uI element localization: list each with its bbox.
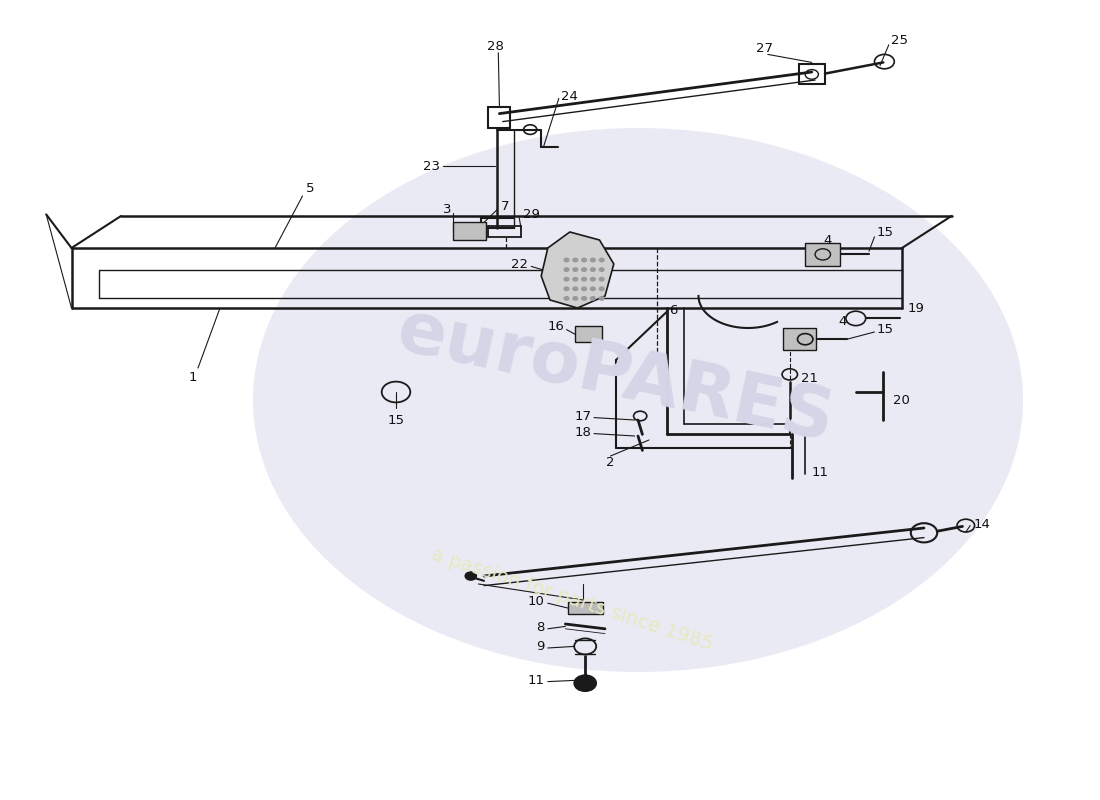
Circle shape — [564, 278, 569, 281]
Text: 14: 14 — [974, 518, 990, 530]
Text: 25: 25 — [891, 34, 908, 46]
Circle shape — [574, 675, 596, 691]
FancyBboxPatch shape — [575, 326, 602, 342]
Circle shape — [582, 268, 586, 271]
Text: 15: 15 — [387, 414, 405, 426]
Text: 17: 17 — [575, 410, 592, 422]
Text: a passion for parts since 1985: a passion for parts since 1985 — [429, 546, 715, 654]
Text: 4: 4 — [838, 315, 847, 328]
Circle shape — [600, 287, 604, 290]
Text: 9: 9 — [536, 640, 544, 653]
Text: 15: 15 — [877, 323, 893, 336]
Circle shape — [582, 278, 586, 281]
FancyBboxPatch shape — [453, 222, 486, 240]
Circle shape — [591, 287, 595, 290]
Circle shape — [573, 297, 578, 300]
Circle shape — [573, 258, 578, 262]
Text: 2: 2 — [606, 456, 615, 469]
Text: 10: 10 — [528, 595, 544, 608]
Text: euroPARES: euroPARES — [392, 296, 840, 456]
Text: 19: 19 — [908, 302, 924, 314]
Circle shape — [582, 297, 586, 300]
Text: 28: 28 — [486, 40, 504, 53]
Text: 22: 22 — [512, 258, 528, 270]
Text: 21: 21 — [801, 372, 817, 385]
Text: 7: 7 — [500, 200, 509, 213]
Text: 3: 3 — [442, 203, 451, 216]
Text: 24: 24 — [561, 90, 578, 102]
Text: 8: 8 — [536, 621, 544, 634]
Circle shape — [564, 258, 569, 262]
Text: 11: 11 — [812, 466, 828, 478]
Circle shape — [465, 572, 476, 580]
Circle shape — [591, 278, 595, 281]
Text: 27: 27 — [756, 42, 773, 54]
Text: 29: 29 — [522, 208, 539, 221]
Text: 16: 16 — [548, 320, 564, 333]
Text: 23: 23 — [424, 160, 440, 173]
FancyBboxPatch shape — [805, 243, 840, 266]
Circle shape — [582, 258, 586, 262]
Circle shape — [582, 287, 586, 290]
Circle shape — [564, 268, 569, 271]
Text: 18: 18 — [575, 426, 592, 438]
FancyBboxPatch shape — [568, 602, 603, 614]
Circle shape — [564, 287, 569, 290]
Text: 5: 5 — [306, 182, 315, 194]
Text: 4: 4 — [823, 234, 832, 246]
Circle shape — [600, 278, 604, 281]
FancyBboxPatch shape — [783, 328, 816, 350]
Text: 6: 6 — [669, 304, 678, 317]
Circle shape — [600, 297, 604, 300]
Ellipse shape — [253, 128, 1023, 672]
Text: 20: 20 — [893, 394, 910, 406]
Circle shape — [600, 268, 604, 271]
Polygon shape — [541, 232, 614, 308]
Circle shape — [591, 268, 595, 271]
Circle shape — [573, 268, 578, 271]
Circle shape — [573, 278, 578, 281]
Circle shape — [591, 297, 595, 300]
Text: 15: 15 — [877, 226, 893, 238]
Circle shape — [564, 297, 569, 300]
Circle shape — [591, 258, 595, 262]
Circle shape — [573, 287, 578, 290]
Text: 1: 1 — [188, 371, 197, 384]
Text: 11: 11 — [528, 674, 544, 686]
Circle shape — [600, 258, 604, 262]
